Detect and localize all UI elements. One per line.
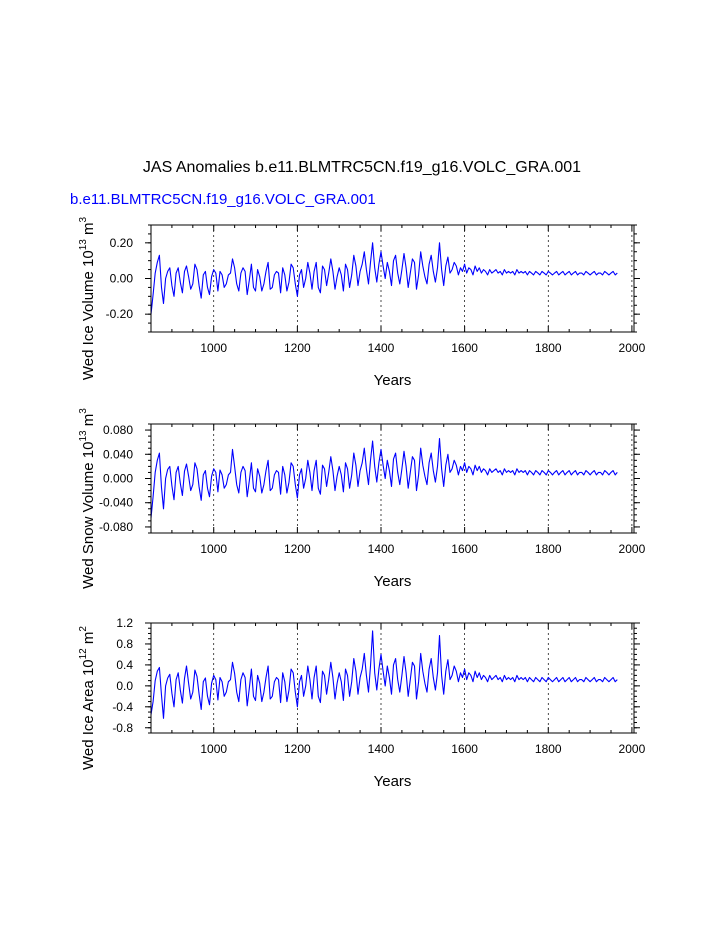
y-axis-label-part: 3: [78, 216, 89, 222]
x-tick-label: 1800: [535, 341, 562, 355]
x-axis-label: Years: [374, 372, 412, 389]
y-axis-label: Wed Ice Volume 1013 m3: [78, 216, 97, 380]
y-axis-label: Wed Snow Volume 1013 m3: [78, 408, 97, 589]
x-tick-label: 1400: [368, 742, 395, 756]
y-axis-label-part: Wed Snow Volume 10: [80, 442, 97, 589]
y-axis-label-part: m: [80, 222, 97, 239]
x-tick-label: 1000: [200, 341, 227, 355]
x-tick-label: 1600: [451, 341, 478, 355]
x-tick-label: 1800: [535, 742, 562, 756]
x-axis-label: Years: [374, 773, 412, 790]
y-axis-label-part: 3: [78, 408, 89, 414]
x-tick-label: 1200: [284, 341, 311, 355]
case-label: b.e11.BLMTRC5CN.f19_g16.VOLC_GRA.001: [70, 191, 376, 208]
x-tick-label: 2000: [619, 542, 646, 556]
x-tick-label: 1800: [535, 542, 562, 556]
x-axis-label: Years: [374, 573, 412, 590]
y-axis-label-part: Wed Ice Area 10: [80, 659, 97, 770]
x-tick-label: 1400: [368, 341, 395, 355]
panel-1: 1000 1200 1400 1600 1800 2000 0.20 0.00 -0.20 Yea…: [78, 216, 646, 389]
y-axis-label: Wed Ice Area 1012 m2: [78, 626, 97, 770]
x-tick-label: 2000: [619, 341, 646, 355]
y-tick-label: 0.20: [110, 236, 134, 250]
y-tick-label: 0.00: [110, 272, 134, 286]
x-tick-label: 1000: [200, 542, 227, 556]
y-tick-label: 0.000: [103, 472, 133, 486]
panel-2: 1000 1200 1400 1600 1800 2000 0.080 0.040 0.000 -…: [78, 408, 646, 590]
panels: 1000 1200 1400 1600 1800 2000 0.20 0.00 -0.20 Yea…: [78, 216, 646, 790]
y-tick-label: 0.4: [116, 658, 133, 672]
y-axis-label-part: 13: [78, 239, 89, 251]
y-axis-label-part: 2: [78, 626, 89, 632]
y-axis-label-part: Wed Ice Volume 10: [80, 250, 97, 380]
y-tick-label: -0.4: [112, 700, 133, 714]
y-tick-label: 0.8: [116, 637, 133, 651]
series-line: [150, 437, 618, 518]
y-tick-label: -0.040: [99, 496, 133, 510]
y-tick-label: 0.080: [103, 423, 133, 437]
y-tick-label: -0.8: [112, 721, 133, 735]
y-axis-label-part: 12: [78, 648, 89, 660]
y-axis-label-part: m: [80, 632, 97, 649]
y-tick-label: 1.2: [116, 616, 133, 630]
series-line: [150, 630, 618, 719]
y-tick-label: -0.080: [99, 520, 133, 534]
y-tick-label: 0.040: [103, 447, 133, 461]
plot-frame: [150, 622, 635, 734]
y-axis-label-part: 13: [78, 430, 89, 442]
y-tick-label: -0.20: [106, 307, 134, 321]
x-tick-label: 1400: [368, 542, 395, 556]
main-title: JAS Anomalies b.e11.BLMTRC5CN.f19_g16.VO…: [143, 159, 581, 176]
x-tick-label: 1600: [451, 542, 478, 556]
y-tick-label: 0.0: [116, 679, 133, 693]
x-tick-label: 1600: [451, 742, 478, 756]
x-tick-label: 1200: [284, 742, 311, 756]
y-axis-label-part: m: [80, 414, 97, 431]
x-tick-label: 1000: [200, 742, 227, 756]
series-line: [150, 242, 618, 315]
x-tick-label: 1200: [284, 542, 311, 556]
panel-3: 1000 1200 1400 1600 1800 2000 1.2 0.8 0.4 0.0 -0.4…: [78, 616, 646, 790]
x-tick-label: 2000: [619, 742, 646, 756]
